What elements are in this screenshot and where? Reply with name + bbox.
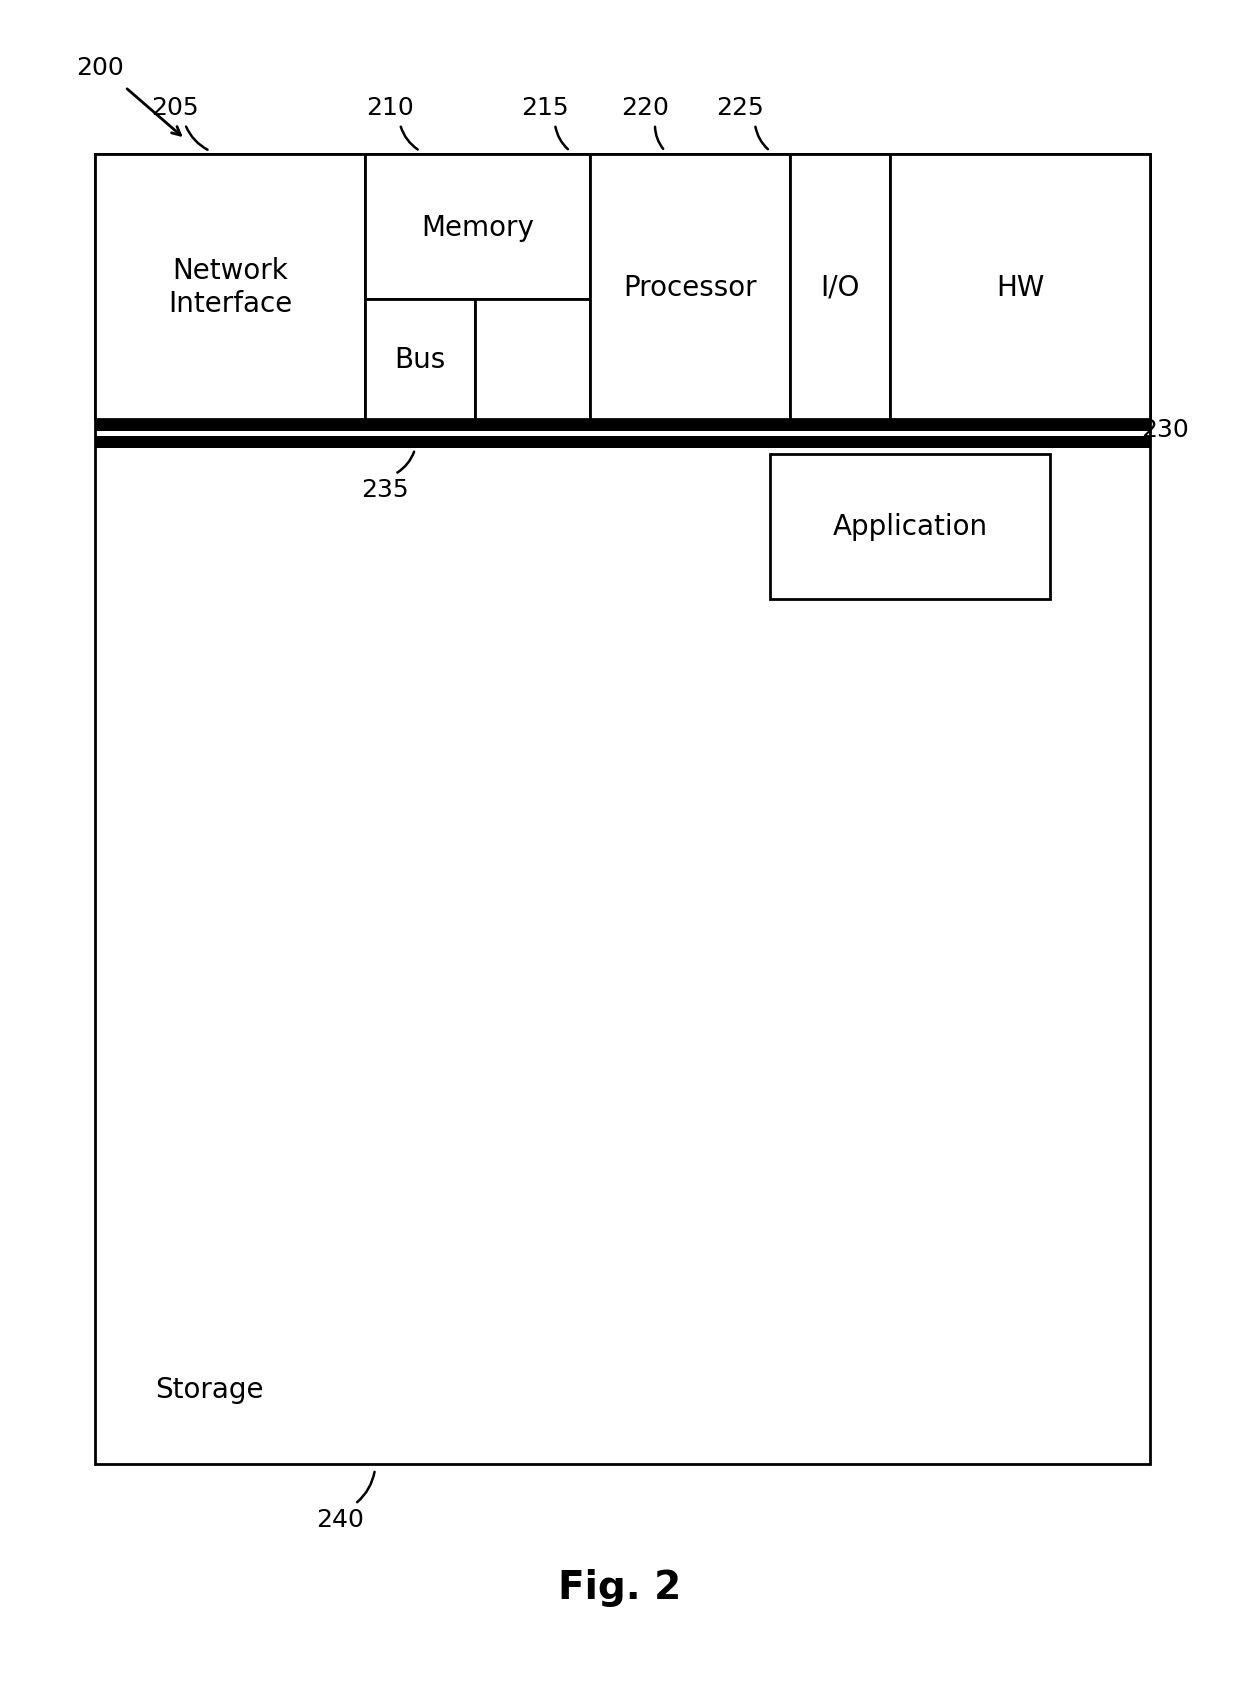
Text: 240: 240 <box>316 1507 363 1531</box>
Bar <box>770 454 1050 600</box>
Bar <box>790 155 890 420</box>
Text: 210: 210 <box>366 96 414 119</box>
Bar <box>890 155 1149 420</box>
Text: 215: 215 <box>521 96 569 119</box>
Text: 205: 205 <box>151 96 198 119</box>
Text: I/O: I/O <box>821 274 859 301</box>
Bar <box>95 155 1149 1463</box>
Text: Bus: Bus <box>394 346 445 373</box>
Text: 220: 220 <box>621 96 668 119</box>
Bar <box>95 437 1149 449</box>
Text: HW: HW <box>996 274 1044 301</box>
Text: Network
Interface: Network Interface <box>167 257 293 318</box>
Text: Storage: Storage <box>155 1376 263 1403</box>
Text: 200: 200 <box>76 56 124 81</box>
Text: 230: 230 <box>1141 417 1189 442</box>
Text: 225: 225 <box>717 96 764 119</box>
Text: Application: Application <box>832 513 987 542</box>
Text: 235: 235 <box>361 478 409 501</box>
Text: Fig. 2: Fig. 2 <box>558 1568 682 1606</box>
Bar <box>95 155 365 420</box>
Bar <box>365 299 475 420</box>
Text: Memory: Memory <box>422 214 534 241</box>
Bar <box>590 155 790 420</box>
Text: Processor: Processor <box>624 274 756 301</box>
Bar <box>365 155 590 299</box>
Bar <box>95 155 1149 420</box>
Bar <box>475 299 590 420</box>
Bar <box>95 420 1149 432</box>
